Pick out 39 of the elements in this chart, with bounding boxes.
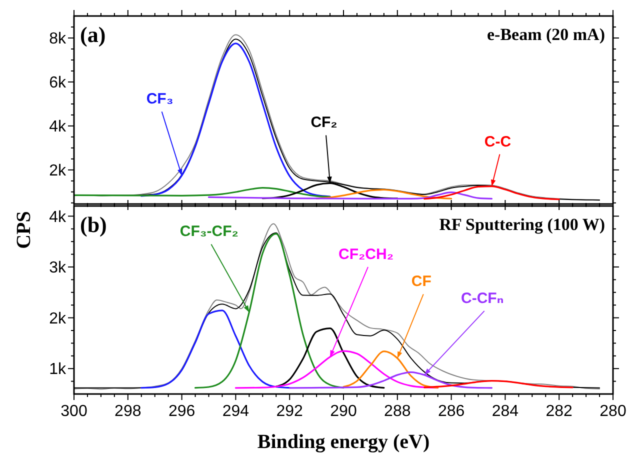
text: e-Beam (20 mA)	[486, 25, 605, 44]
x-tick-label: 292	[276, 403, 304, 420]
y-axis-title: CPS	[13, 211, 35, 249]
line-series	[74, 187, 331, 198]
y-tick-label: 4k	[49, 208, 67, 226]
line-series	[424, 380, 574, 388]
text: CF₃	[146, 90, 174, 108]
text: RF Sputtering (100 W)	[439, 215, 605, 234]
annotation: (a)	[80, 22, 106, 47]
x-tick-label: 284	[492, 403, 519, 420]
line-series	[140, 310, 290, 389]
y-tick-label: 3k	[49, 260, 67, 277]
x-tick-label: 290	[330, 403, 357, 420]
text: CF₂	[310, 114, 338, 132]
text: C-C	[484, 133, 512, 150]
line-series	[342, 350, 439, 388]
line-series	[275, 328, 385, 389]
x-tick-label: 280	[600, 403, 626, 420]
x-tick-label: 286	[438, 403, 465, 420]
text: CF	[411, 273, 432, 290]
x-axis-title: Binding energy (eV)	[257, 431, 430, 453]
y-tick-label: 6k	[49, 74, 67, 92]
y-tick-label: 2k	[49, 310, 67, 328]
y-tick-label: 1k	[49, 361, 67, 378]
annotation: (b)	[80, 212, 107, 237]
y-tick-label: 2k	[49, 162, 67, 180]
text: C-CFₙ	[461, 290, 504, 307]
y-tick-label: 4k	[49, 118, 67, 136]
line-series	[424, 186, 560, 200]
x-tick-label: 298	[114, 403, 142, 420]
x-tick-label: 300	[60, 403, 88, 420]
x-tick-label: 294	[222, 403, 250, 420]
x-tick-label: 296	[168, 403, 196, 420]
line-series	[208, 192, 493, 200]
y-tick-label: 8k	[49, 30, 67, 48]
x-tick-label: 288	[384, 403, 411, 420]
text: CF₂CH₂	[338, 246, 394, 263]
x-tick-label: 282	[546, 403, 573, 420]
series-label: CF₃-CF₂	[180, 223, 238, 240]
